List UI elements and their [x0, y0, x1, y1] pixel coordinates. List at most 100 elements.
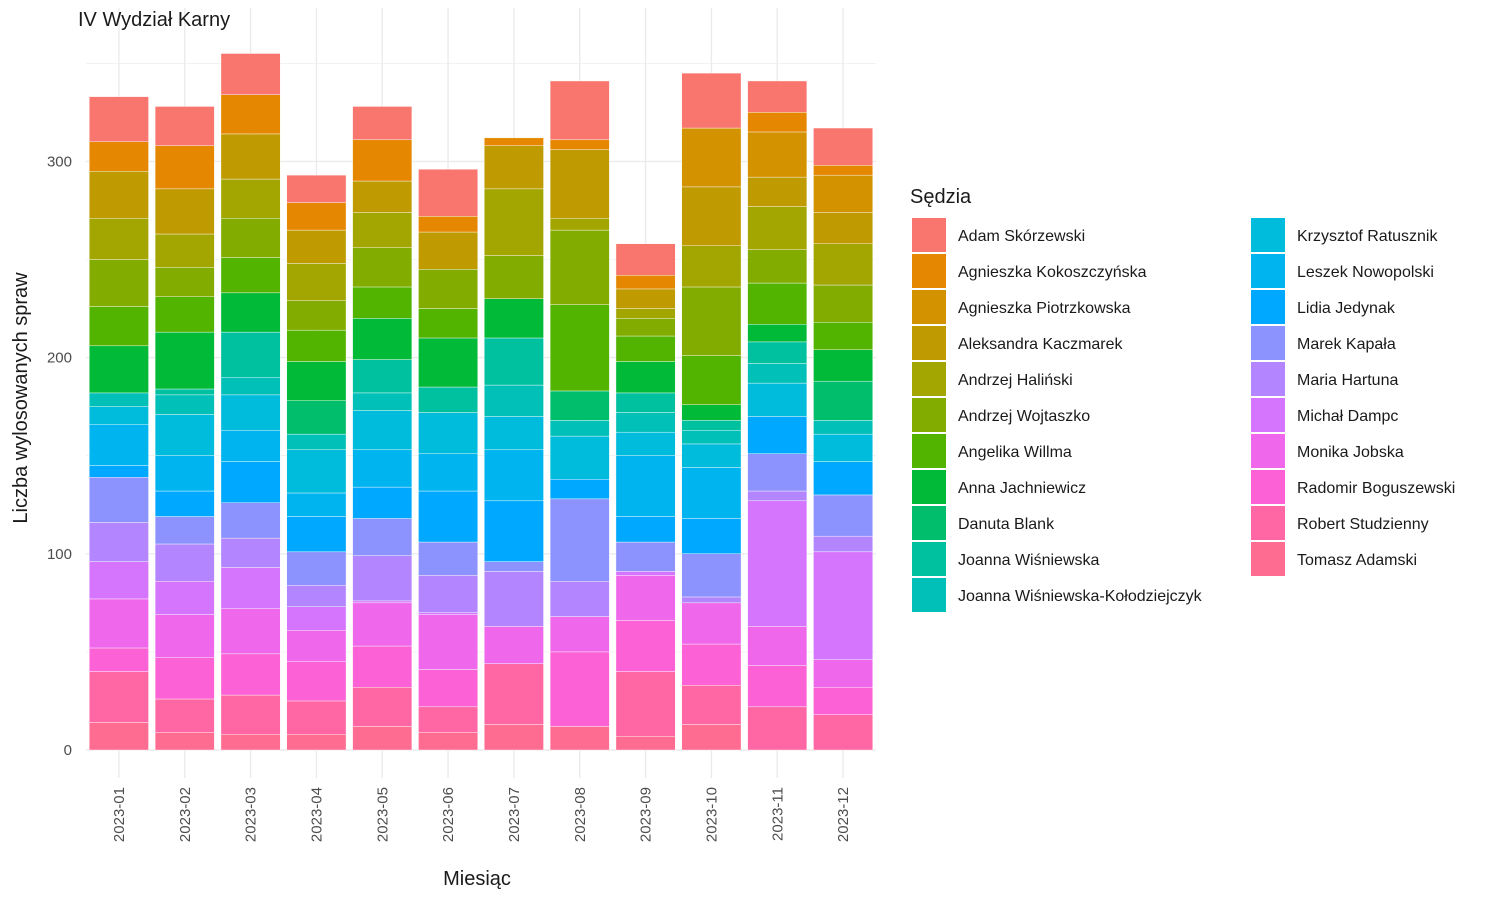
- bar-segment: [813, 174, 873, 213]
- bar-segment: [352, 602, 413, 647]
- bar-segment: [220, 694, 281, 735]
- legend-swatch: [912, 542, 946, 576]
- bar-segment: [154, 698, 215, 733]
- bar-segment: [89, 465, 149, 478]
- bar-segment: [418, 269, 478, 309]
- bar-segment: [747, 112, 808, 133]
- bar-segment: [418, 706, 478, 733]
- bar-segment: [89, 671, 149, 723]
- bar-segment: [747, 176, 808, 207]
- bar-segment: [484, 663, 544, 725]
- bar-segment: [747, 665, 808, 708]
- bar-segment: [549, 218, 610, 231]
- bar-segment: [352, 286, 413, 319]
- bar-segment: [681, 420, 742, 431]
- bar-segment: [484, 298, 544, 339]
- bar-segment: [681, 355, 742, 405]
- legend-label: Agnieszka Kokoszczyńska: [958, 264, 1147, 281]
- x-tick-label: 2023-08: [572, 787, 589, 842]
- bar-segment: [286, 263, 347, 301]
- bar-segment: [813, 420, 873, 435]
- bar-segment: [484, 145, 544, 190]
- bar-segment: [89, 171, 149, 219]
- bar-segment: [220, 461, 281, 503]
- bar-segment: [813, 380, 873, 421]
- x-tick-label: 2023-02: [177, 787, 194, 842]
- bar-segment: [615, 335, 676, 362]
- bar-segment: [813, 349, 873, 382]
- legend-label: Maria Hartuna: [1297, 372, 1398, 389]
- y-tick-label: 300: [47, 153, 72, 170]
- bar-segment: [747, 341, 808, 364]
- bar-segment: [549, 581, 610, 617]
- bar-segment: [813, 322, 873, 350]
- bar-segment: [89, 522, 149, 562]
- bar-segment: [220, 292, 281, 333]
- bar-segment: [615, 308, 676, 319]
- legend-label: Lidia Jedynak: [1297, 300, 1396, 317]
- bar-segment: [813, 284, 873, 323]
- bar-segment: [747, 453, 808, 492]
- bar-segment: [418, 669, 478, 708]
- bar-segment: [681, 404, 742, 421]
- bar-segment: [220, 429, 281, 462]
- bar-segment: [286, 229, 347, 264]
- bar-segment: [286, 400, 347, 435]
- bar-segment: [484, 500, 544, 562]
- bar-segment: [154, 516, 215, 545]
- bar-segment: [681, 602, 742, 645]
- bar-segment: [89, 141, 149, 172]
- bar-segment: [418, 614, 478, 670]
- bar-segment: [89, 598, 149, 649]
- legend-swatch: [1251, 290, 1285, 324]
- bar-segment: [549, 616, 610, 653]
- legend-swatch: [912, 254, 946, 288]
- bar-segment: [418, 453, 478, 492]
- bar-segment: [89, 259, 149, 307]
- bar-segment: [681, 467, 742, 519]
- x-tick-label: 2023-05: [374, 787, 391, 842]
- legend-label: Joanna Wiśniewska: [958, 552, 1100, 569]
- bar-segment: [418, 337, 478, 388]
- x-tick-label: 2023-01: [111, 787, 128, 842]
- bar-segment: [747, 382, 808, 417]
- bar-segment: [418, 231, 478, 270]
- bar-segment: [154, 331, 215, 390]
- bar-segment: [747, 80, 808, 113]
- bar-segment: [154, 106, 215, 146]
- bar-segment: [813, 212, 873, 245]
- bar-segment: [549, 651, 610, 727]
- chart-title: IV Wydział Karny: [78, 9, 230, 31]
- bar-segment: [352, 410, 413, 451]
- legend-swatch: [1251, 326, 1285, 360]
- bar-segment: [813, 165, 873, 176]
- bar-segment: [615, 412, 676, 433]
- bar-segment: [352, 555, 413, 602]
- legend-label: Marek Kapała: [1297, 336, 1396, 353]
- bar-segment: [813, 659, 873, 688]
- x-tick-label: 2023-10: [703, 787, 720, 842]
- bar-segment: [89, 345, 149, 394]
- legend-swatch: [912, 218, 946, 252]
- bar-segment: [352, 687, 413, 727]
- bar-segment: [352, 726, 413, 751]
- bar-segment: [352, 449, 413, 488]
- bar-segment: [813, 535, 873, 553]
- bar-segment: [484, 255, 544, 299]
- legend-label: Joanna Wiśniewska-Kołodziejczyk: [958, 588, 1203, 605]
- bar-segment: [154, 394, 215, 415]
- bar-segment: [220, 257, 281, 294]
- bar-segment: [615, 243, 676, 276]
- bar-segment: [286, 300, 347, 331]
- legend-swatch: [1251, 434, 1285, 468]
- bar-segment: [154, 145, 215, 190]
- bar-segment: [681, 127, 742, 188]
- bar-segment: [220, 394, 281, 431]
- legend-swatch: [912, 434, 946, 468]
- bar-segment: [681, 685, 742, 725]
- bar-segment: [747, 363, 808, 384]
- bar-segment: [286, 329, 347, 362]
- legend-swatch: [912, 398, 946, 432]
- bar-segment: [747, 626, 808, 666]
- x-tick-label: 2023-06: [440, 787, 457, 842]
